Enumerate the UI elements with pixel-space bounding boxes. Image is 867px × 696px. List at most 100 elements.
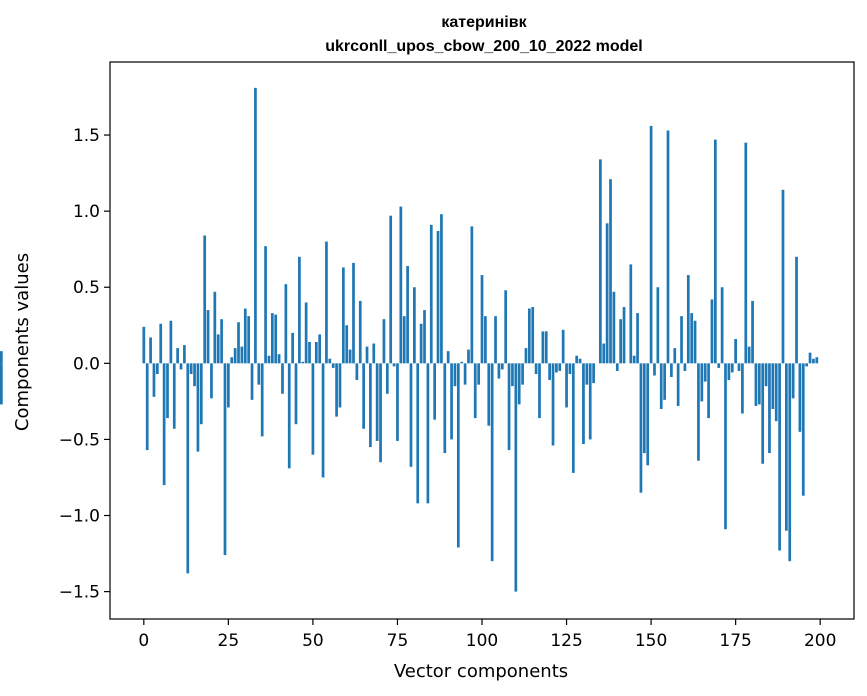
bar-151 (653, 363, 656, 376)
bar-141 (619, 319, 623, 364)
bar-169 (713, 139, 717, 364)
bar-106 (500, 363, 504, 370)
bar-139 (612, 291, 616, 364)
bar-162 (690, 313, 694, 364)
bar-131 (585, 363, 589, 385)
bar-167 (707, 363, 710, 419)
bar-66 (365, 346, 369, 364)
bar-94 (460, 361, 464, 364)
bar-18 (203, 235, 207, 364)
bar-3 (152, 363, 156, 397)
bar-176 (737, 363, 741, 371)
bar-195 (801, 363, 805, 496)
bar-16 (196, 363, 200, 452)
bar-138 (609, 179, 612, 364)
bar-140 (615, 363, 619, 371)
bar-43 (287, 363, 291, 469)
bar-46 (298, 256, 301, 364)
bar-86 (433, 363, 437, 420)
bar-21 (213, 291, 217, 364)
bar-128 (575, 355, 579, 364)
bar-90 (446, 351, 450, 364)
x-tick-label: 175 (719, 631, 751, 651)
bar-142 (622, 307, 626, 364)
bar-191 (788, 363, 792, 562)
bar-19 (206, 310, 210, 364)
bar-60 (345, 325, 349, 364)
bar-31 (247, 316, 251, 364)
bar-22 (216, 334, 220, 364)
y-tick-label: −1.5 (59, 583, 100, 603)
bar-179 (747, 346, 751, 364)
bar-129 (578, 358, 582, 364)
y-tick-label: 0.0 (73, 354, 100, 374)
bar-190 (785, 363, 788, 531)
bar-0 (142, 326, 146, 364)
bar-undefined (0, 351, 3, 364)
bar-45 (294, 363, 298, 425)
bar-157 (673, 348, 677, 364)
bar-85 (429, 224, 433, 364)
bar-48 (304, 302, 308, 364)
bar-71 (382, 319, 386, 364)
y-tick-label: −0.5 (59, 430, 100, 450)
bar-51 (314, 342, 318, 364)
bar-109 (511, 363, 514, 387)
bar-1 (145, 363, 149, 451)
bar-182 (757, 363, 761, 405)
bar-198 (812, 358, 815, 364)
bar-79 (409, 363, 413, 467)
bar-41 (281, 363, 284, 394)
bar-112 (521, 363, 524, 385)
bar-101 (484, 316, 487, 364)
bar-174 (730, 363, 734, 373)
bar-177 (741, 363, 744, 414)
bar-137 (605, 223, 609, 364)
bar-5 (159, 323, 163, 364)
bar-80 (413, 287, 416, 364)
bar-40 (277, 354, 281, 364)
bar-82 (419, 323, 423, 364)
bar-171 (720, 287, 724, 364)
bar-110 (514, 363, 518, 592)
bar-114 (527, 308, 531, 364)
bar-163 (693, 320, 697, 364)
bar-121 (551, 363, 555, 446)
bar-100 (480, 275, 484, 364)
x-tick-label: 150 (635, 631, 667, 651)
bar-187 (774, 363, 778, 422)
bar-61 (348, 349, 352, 364)
bar-75 (396, 363, 399, 441)
bar-30 (243, 308, 247, 364)
bar-32 (250, 363, 254, 400)
bar-63 (355, 363, 359, 381)
bar-92 (453, 363, 457, 387)
bar-189 (781, 189, 785, 364)
bar-155 (666, 130, 670, 364)
x-tick-label: 200 (804, 631, 836, 651)
bar-29 (240, 346, 244, 364)
bar-146 (636, 313, 639, 364)
bar-38 (270, 313, 274, 364)
x-axis-label: Vector components (394, 661, 568, 682)
bar-7 (166, 363, 169, 419)
bar-183 (761, 363, 765, 464)
bar-185 (768, 363, 771, 454)
bar-73 (389, 215, 393, 364)
bar-97 (470, 226, 474, 364)
bar-159 (680, 316, 683, 364)
bar-122 (555, 363, 558, 373)
bar-15 (193, 363, 196, 387)
bar-107 (504, 290, 508, 364)
bar-4 (155, 363, 159, 374)
bar-105 (497, 363, 501, 379)
bar-136 (602, 343, 606, 364)
bar-6 (162, 363, 166, 486)
bar-12 (183, 345, 186, 364)
bar-98 (473, 363, 477, 419)
bars-group (0, 87, 819, 592)
bar-99 (477, 363, 480, 385)
bar-170 (717, 363, 721, 368)
bar-180 (751, 300, 754, 364)
y-tick-label: 1.5 (73, 126, 100, 146)
